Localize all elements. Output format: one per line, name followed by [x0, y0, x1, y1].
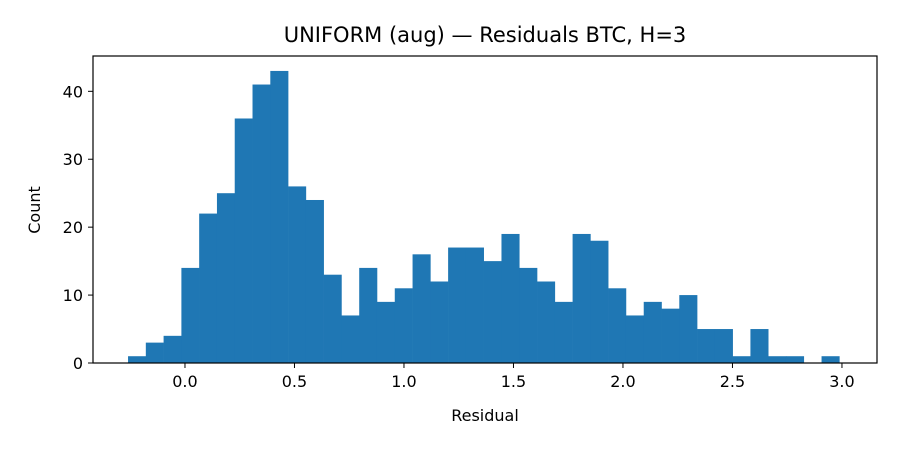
histogram-bar — [519, 267, 538, 363]
histogram-bar — [821, 356, 840, 363]
x-tick-label: 0.0 — [172, 372, 197, 391]
x-tick-label: 1.5 — [501, 372, 526, 391]
histogram-bar — [785, 356, 805, 363]
histogram-bar — [181, 267, 200, 363]
histogram-bar — [163, 335, 182, 363]
histogram-bar — [341, 315, 360, 363]
histogram-bar — [483, 261, 502, 363]
histogram-bar — [465, 247, 484, 363]
histogram-bar — [145, 342, 164, 363]
histogram-bar — [288, 186, 307, 363]
x-tick-label: 0.5 — [282, 372, 307, 391]
y-tick-label: 40 — [63, 82, 83, 101]
histogram-bar — [128, 356, 147, 363]
y-axis-label: Count — [25, 186, 44, 234]
x-axis-ticks: 0.0 0.5 1.0 1.5 2.0 2.5 3.0 — [172, 363, 855, 391]
histogram-bar — [412, 254, 431, 363]
histogram-bar — [359, 267, 378, 363]
histogram-bar — [234, 118, 253, 364]
plot-frame — [92, 55, 878, 364]
histogram-bar — [714, 329, 733, 363]
histogram-bar — [679, 295, 698, 363]
bars-group — [128, 70, 840, 364]
x-tick-label: 2.0 — [610, 372, 635, 391]
histogram-bar — [554, 301, 573, 363]
y-tick-label: 20 — [63, 218, 83, 237]
histogram-bar — [376, 301, 396, 363]
histogram-bar — [572, 233, 591, 363]
histogram-bar — [732, 356, 751, 363]
x-tick-label: 2.5 — [720, 372, 745, 391]
histogram-bar — [216, 193, 236, 363]
histogram-bar — [323, 274, 342, 363]
histogram-bar — [501, 233, 520, 363]
x-axis-label: Residual — [451, 406, 519, 425]
x-tick-label: 1.0 — [391, 372, 416, 391]
histogram-bar — [430, 281, 449, 363]
histogram-bar — [661, 308, 680, 363]
histogram-bar — [590, 240, 609, 363]
y-tick-label: 0 — [73, 354, 83, 373]
histogram-bar — [697, 329, 716, 363]
y-axis-ticks: 0 10 20 30 40 — [63, 82, 93, 373]
histogram-bar — [305, 199, 324, 363]
histogram-bar — [448, 247, 467, 363]
histogram-bar — [394, 288, 413, 363]
x-tick-label: 3.0 — [829, 372, 854, 391]
histogram-bar — [252, 84, 271, 363]
y-tick-label: 30 — [63, 150, 83, 169]
histogram-bar — [768, 356, 787, 363]
histogram-bar — [643, 301, 662, 363]
histogram-bar — [270, 70, 289, 363]
histogram-bar — [537, 281, 556, 363]
histogram-bar — [625, 315, 645, 363]
histogram-bar — [608, 288, 627, 363]
histogram-bar — [199, 213, 218, 363]
chart-title: UNIFORM (aug) — Residuals BTC, H=3 — [284, 23, 687, 47]
histogram-bar — [750, 329, 769, 363]
y-tick-label: 10 — [63, 286, 83, 305]
